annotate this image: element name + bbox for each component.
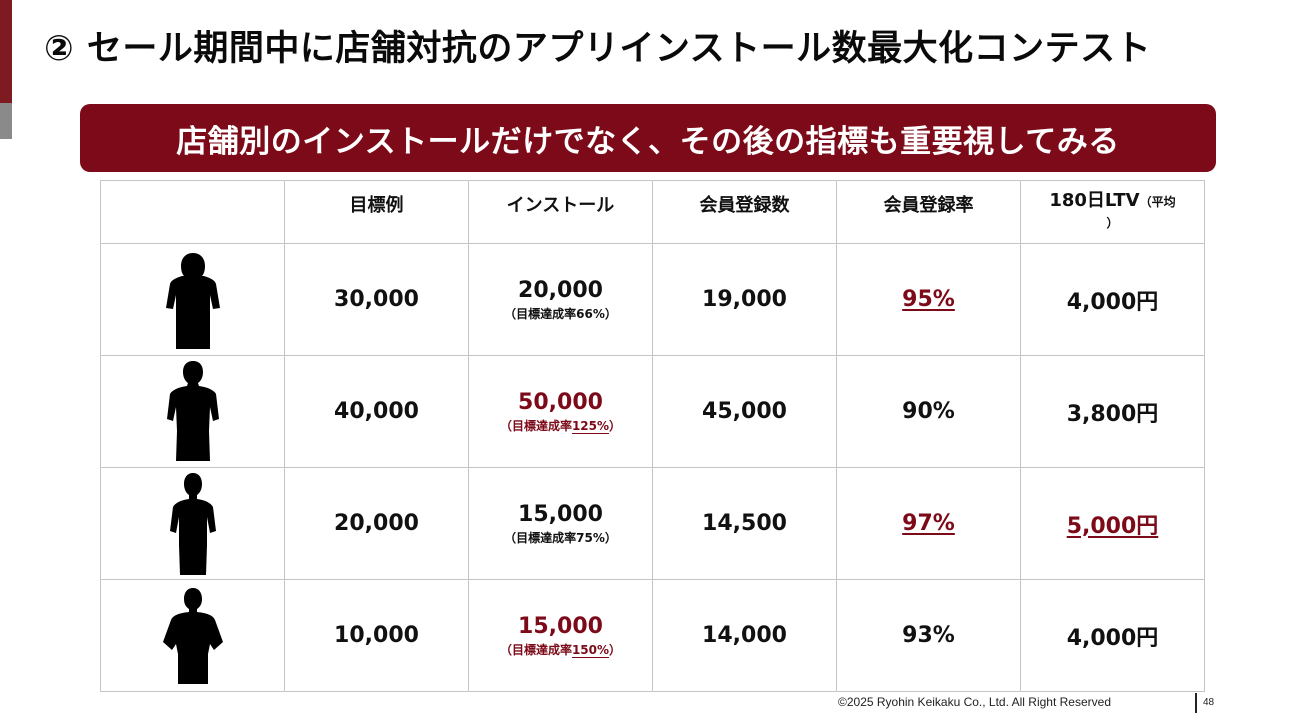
install-value: 15,000 [518,613,603,639]
page-title: ② セール期間中に店舗対抗のアプリインストール数最大化コンテスト [44,29,1152,69]
person-silhouette-icon [101,359,284,465]
members-value: 45,000 [702,399,787,424]
achievement-rate: （目標達成率150%） [469,641,652,658]
achievement-rate: （目標達成率125%） [469,417,652,434]
achievement-prefix: （目標達成率 [504,530,577,545]
store-cell [100,467,285,580]
members-value: 14,000 [702,623,787,648]
achievement-suffix: ） [609,418,622,433]
ltv-value: 5,000円 [1066,513,1159,539]
target-value: 20,000 [334,511,419,536]
store-kpi-table: 目標例 インストール 会員登録数 会員登録率 180日LTV（平均 ） 30,0… [100,180,1205,692]
achievement-suffix: ） [604,306,617,321]
target-cell: 40,000 [284,355,469,468]
ltv-value: 4,000円 [1066,625,1159,651]
header-ltv-label: 180日LTV [1049,190,1140,211]
header-ltv-note: （平均 [1139,195,1176,209]
target-cell: 30,000 [284,243,469,356]
member-rate-value: 90% [902,399,955,424]
achievement-suffix: ） [609,642,622,657]
store-cell [100,355,285,468]
target-cell: 20,000 [284,467,469,580]
achievement-value: 75% [576,530,605,545]
ltv-cell: 4,000円 [1020,243,1205,356]
achievement-prefix: （目標達成率 [499,642,572,657]
table-row: 20,000 15,000 （目標達成率75%） 14,500 97% 5,000円 [100,467,1205,580]
header-install: インストール [468,180,653,244]
members-value: 19,000 [702,287,787,312]
install-cell: 20,000 （目標達成率66%） [468,243,653,356]
store-cell [100,579,285,692]
achievement-value: 66% [576,306,605,321]
table-header-row: 目標例 インストール 会員登録数 会員登録率 180日LTV（平均 ） [100,180,1205,244]
install-value: 50,000 [518,389,603,415]
members-value: 14,500 [702,511,787,536]
side-gray-bar [0,103,12,139]
members-cell: 19,000 [652,243,837,356]
member-rate-value: 97% [902,511,955,536]
target-value: 10,000 [334,623,419,648]
target-value: 40,000 [334,399,419,424]
achievement-rate: （目標達成率66%） [469,305,652,322]
member-rate-value: 93% [902,623,955,648]
member-rate-value: 95% [902,287,955,312]
achievement-suffix: ） [604,530,617,545]
achievement-value: 125% [571,418,610,433]
achievement-prefix: （目標達成率 [504,306,577,321]
ltv-cell: 5,000円 [1020,467,1205,580]
ltv-value: 3,800円 [1066,401,1159,427]
header-ltv-note-close: ） [1106,216,1119,230]
target-cell: 10,000 [284,579,469,692]
install-value: 15,000 [518,501,603,527]
members-cell: 45,000 [652,355,837,468]
table-row: 40,000 50,000 （目標達成率125%） 45,000 90% 3,800円 [100,355,1205,468]
header-store [100,180,285,244]
achievement-value: 150% [571,642,610,657]
member-rate-cell: 93% [836,579,1021,692]
ltv-value: 4,000円 [1066,289,1159,315]
header-members: 会員登録数 [652,180,837,244]
install-value: 20,000 [518,277,603,303]
copyright: ©2025 Ryohin Keikaku Co., Ltd. All Right… [838,695,1111,709]
member-rate-cell: 95% [836,243,1021,356]
person-silhouette-icon [101,586,284,686]
table-row: 30,000 20,000 （目標達成率66%） 19,000 95% 4,000円 [100,243,1205,356]
install-cell: 15,000 （目標達成率75%） [468,467,653,580]
person-silhouette-icon [101,251,284,349]
members-cell: 14,000 [652,579,837,692]
ltv-cell: 4,000円 [1020,579,1205,692]
install-cell: 50,000 （目標達成率125%） [468,355,653,468]
member-rate-cell: 97% [836,467,1021,580]
message-banner: 店舗別のインストールだけでなく、その後の指標も重要視してみる [80,104,1216,172]
ltv-cell: 3,800円 [1020,355,1205,468]
install-cell: 15,000 （目標達成率150%） [468,579,653,692]
target-value: 30,000 [334,287,419,312]
achievement-rate: （目標達成率75%） [469,529,652,546]
store-cell [100,243,285,356]
footer-divider [1195,693,1197,713]
member-rate-cell: 90% [836,355,1021,468]
table-row: 10,000 15,000 （目標達成率150%） 14,000 93% 4,000円 [100,579,1205,692]
members-cell: 14,500 [652,467,837,580]
side-accent-bar [0,0,12,103]
header-target: 目標例 [284,180,469,244]
header-member-rate: 会員登録率 [836,180,1021,244]
achievement-prefix: （目標達成率 [499,418,572,433]
banner-text: 店舗別のインストールだけでなく、その後の指標も重要視してみる [176,123,1120,160]
page-number: 48 [1203,697,1215,708]
header-ltv: 180日LTV（平均 ） [1020,180,1205,244]
person-silhouette-icon [101,471,284,577]
